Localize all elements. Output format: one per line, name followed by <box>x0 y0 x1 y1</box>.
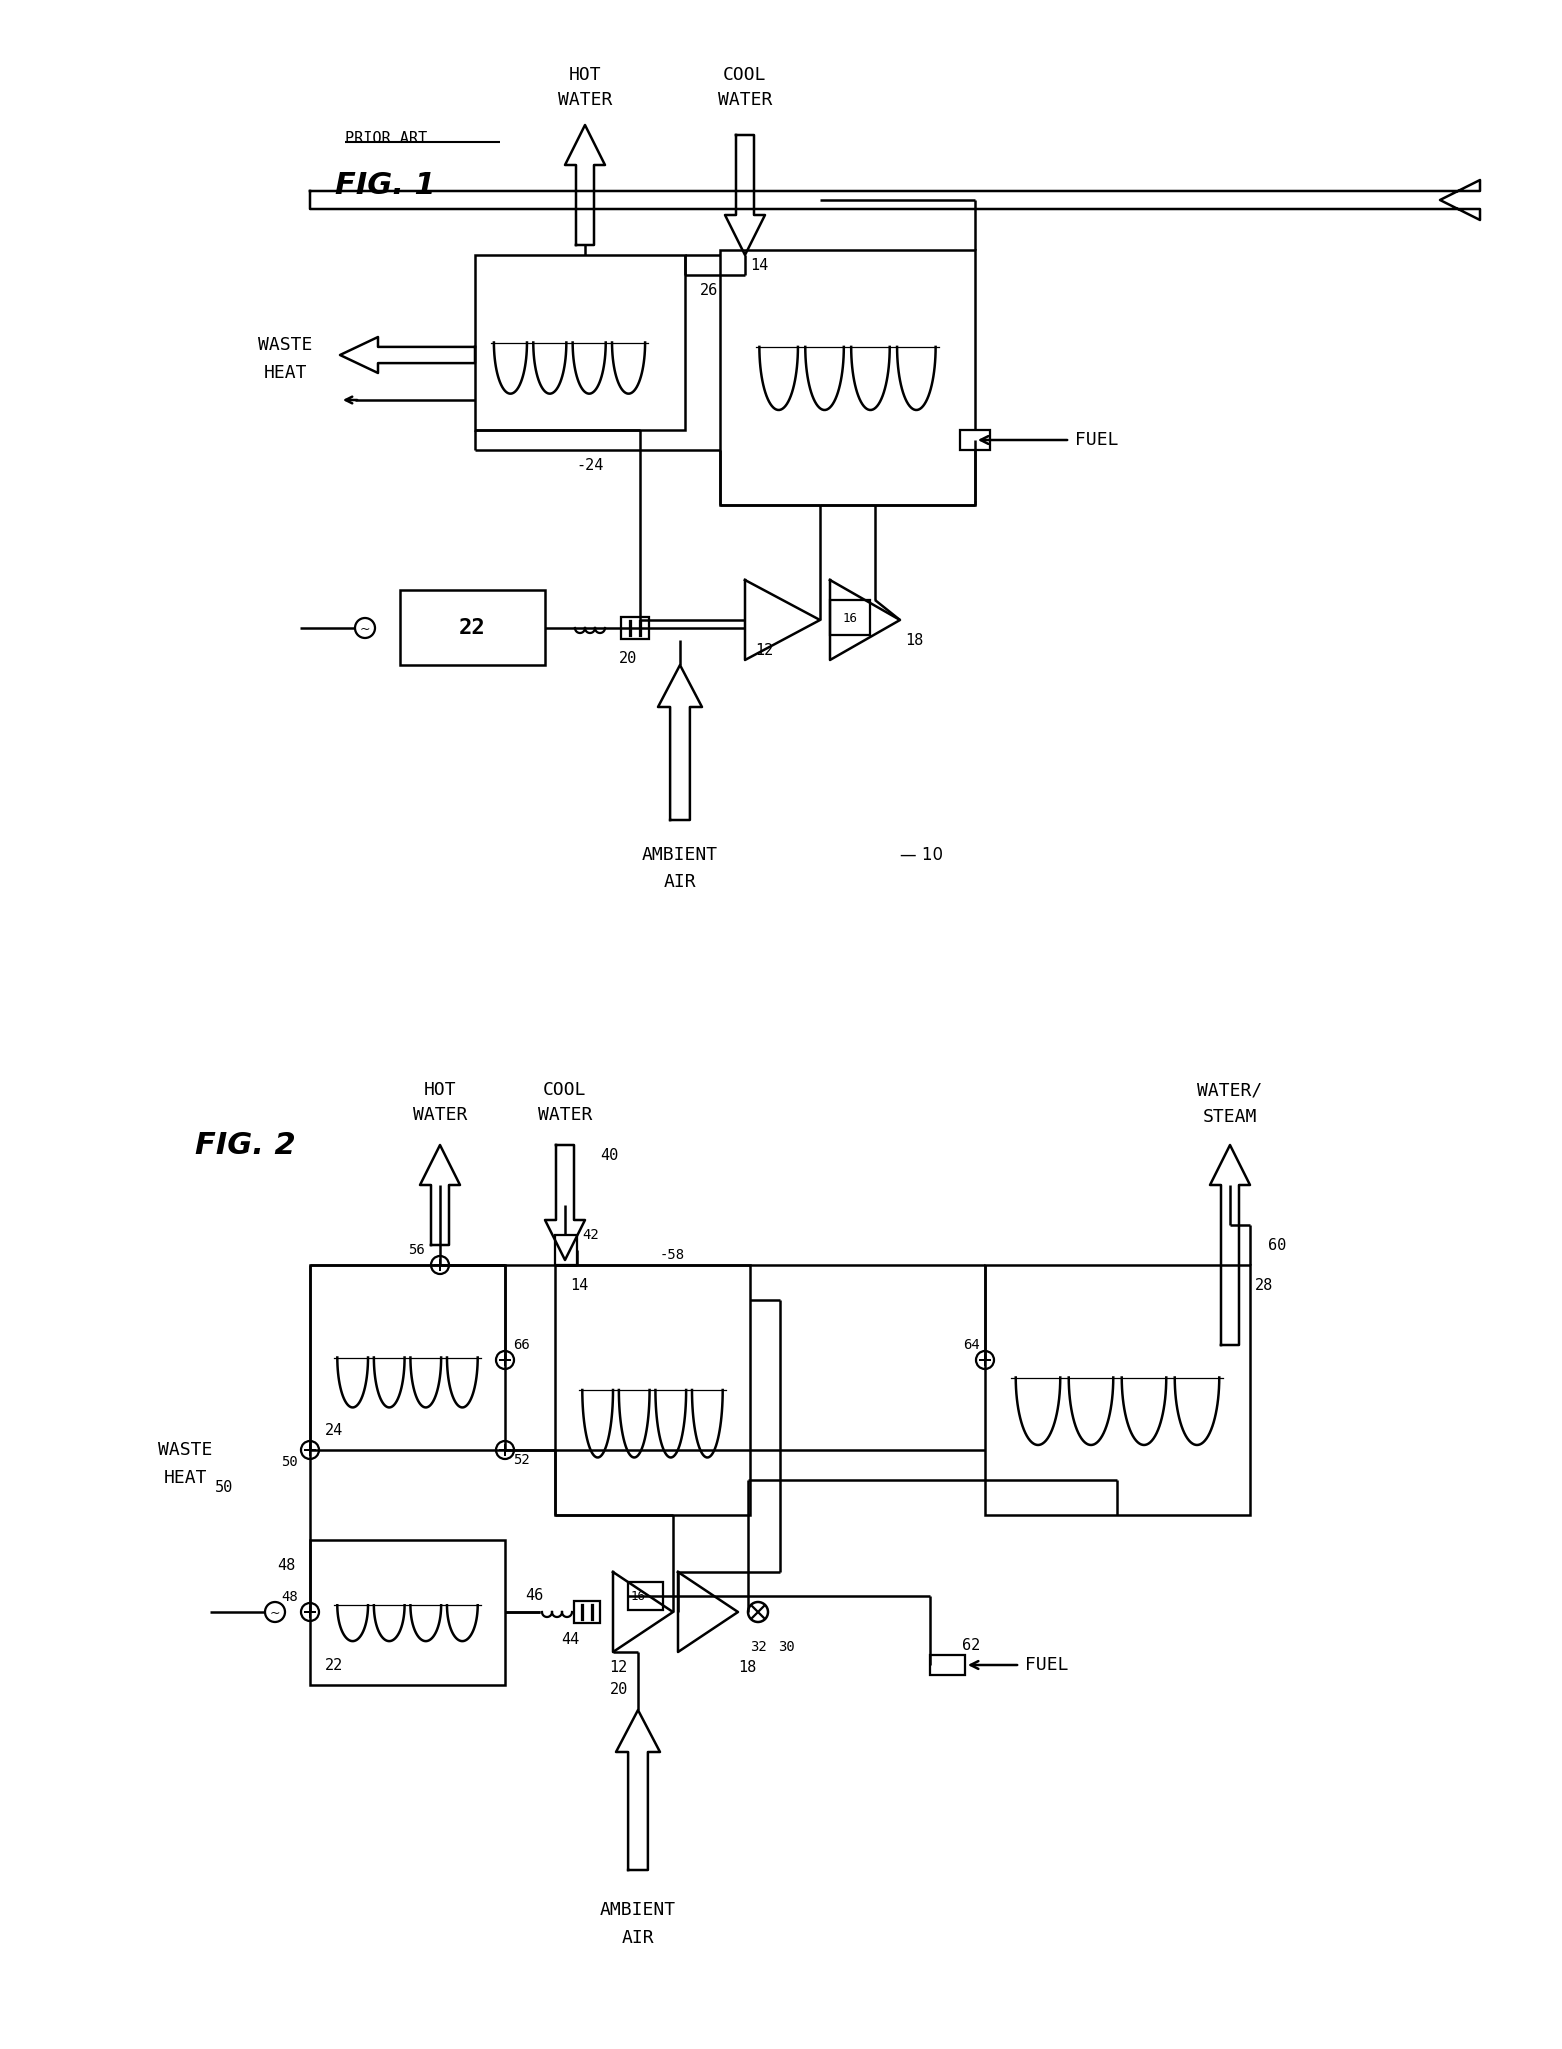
Text: WASTE: WASTE <box>258 336 312 354</box>
Text: 16: 16 <box>842 611 858 625</box>
Text: 12: 12 <box>609 1660 626 1674</box>
Text: PRIOR ART: PRIOR ART <box>345 131 426 145</box>
Bar <box>986 1264 1250 1514</box>
Text: 24: 24 <box>325 1422 344 1438</box>
Bar <box>628 1582 662 1611</box>
Text: 14: 14 <box>750 258 769 273</box>
Bar <box>829 600 870 635</box>
Text: — 10: — 10 <box>900 846 943 865</box>
Text: 12: 12 <box>754 643 773 658</box>
Text: 50: 50 <box>216 1479 233 1494</box>
Text: -58: -58 <box>661 1248 686 1262</box>
Text: 16: 16 <box>631 1590 645 1602</box>
Bar <box>309 1541 505 1684</box>
Text: 48: 48 <box>281 1590 298 1604</box>
Text: WATER: WATER <box>412 1106 467 1125</box>
Text: 22: 22 <box>325 1658 344 1672</box>
Text: HEAT: HEAT <box>164 1469 206 1488</box>
Text: FIG. 1: FIG. 1 <box>334 170 436 199</box>
Text: 46: 46 <box>525 1588 544 1602</box>
Text: ~: ~ <box>359 623 370 635</box>
Text: 20: 20 <box>609 1682 628 1697</box>
Text: 18: 18 <box>737 1660 756 1674</box>
Text: 40: 40 <box>600 1147 619 1162</box>
Text: 44: 44 <box>561 1633 580 1647</box>
Text: 42: 42 <box>583 1227 598 1242</box>
Bar <box>929 1656 965 1674</box>
Text: 62: 62 <box>962 1637 979 1651</box>
Text: 22: 22 <box>459 617 486 637</box>
Bar <box>400 590 545 666</box>
Text: 20: 20 <box>619 650 637 666</box>
Text: HOT: HOT <box>423 1082 456 1098</box>
Text: HEAT: HEAT <box>264 365 306 381</box>
Text: ~: ~ <box>270 1606 280 1619</box>
Text: HOT: HOT <box>569 66 601 84</box>
Bar <box>475 254 686 430</box>
Text: WATER: WATER <box>719 90 772 109</box>
Bar <box>309 1264 505 1451</box>
Text: 14: 14 <box>570 1277 589 1293</box>
Text: 66: 66 <box>512 1338 530 1352</box>
Text: 30: 30 <box>778 1639 795 1654</box>
Text: AMBIENT: AMBIENT <box>600 1901 676 1920</box>
Text: 18: 18 <box>904 633 923 647</box>
Bar <box>573 1600 600 1623</box>
Text: WASTE: WASTE <box>158 1440 212 1459</box>
Bar <box>961 430 990 451</box>
Text: AIR: AIR <box>622 1928 654 1947</box>
Text: COOL: COOL <box>544 1082 587 1098</box>
Text: 48: 48 <box>276 1557 295 1572</box>
Bar <box>720 250 975 504</box>
Text: FUEL: FUEL <box>1025 1656 1068 1674</box>
Text: 50: 50 <box>281 1455 298 1469</box>
Bar <box>622 617 648 639</box>
Text: WATER: WATER <box>537 1106 592 1125</box>
Text: 32: 32 <box>750 1639 767 1654</box>
Text: 64: 64 <box>964 1338 979 1352</box>
Text: 28: 28 <box>1254 1277 1273 1293</box>
Text: WATER/: WATER/ <box>1198 1082 1262 1098</box>
Text: FIG. 2: FIG. 2 <box>195 1131 295 1160</box>
Text: COOL: COOL <box>723 66 767 84</box>
Text: AIR: AIR <box>664 873 697 891</box>
Bar <box>555 1264 750 1514</box>
Bar <box>555 1236 576 1264</box>
Text: 26: 26 <box>700 283 719 297</box>
Text: 60: 60 <box>1268 1238 1286 1252</box>
Text: STEAM: STEAM <box>1203 1109 1257 1127</box>
Text: 52: 52 <box>512 1453 530 1467</box>
Text: FUEL: FUEL <box>1075 430 1118 449</box>
Text: AMBIENT: AMBIENT <box>642 846 719 865</box>
Text: -24: -24 <box>576 457 603 473</box>
Text: WATER: WATER <box>558 90 612 109</box>
Text: 56: 56 <box>408 1244 425 1256</box>
